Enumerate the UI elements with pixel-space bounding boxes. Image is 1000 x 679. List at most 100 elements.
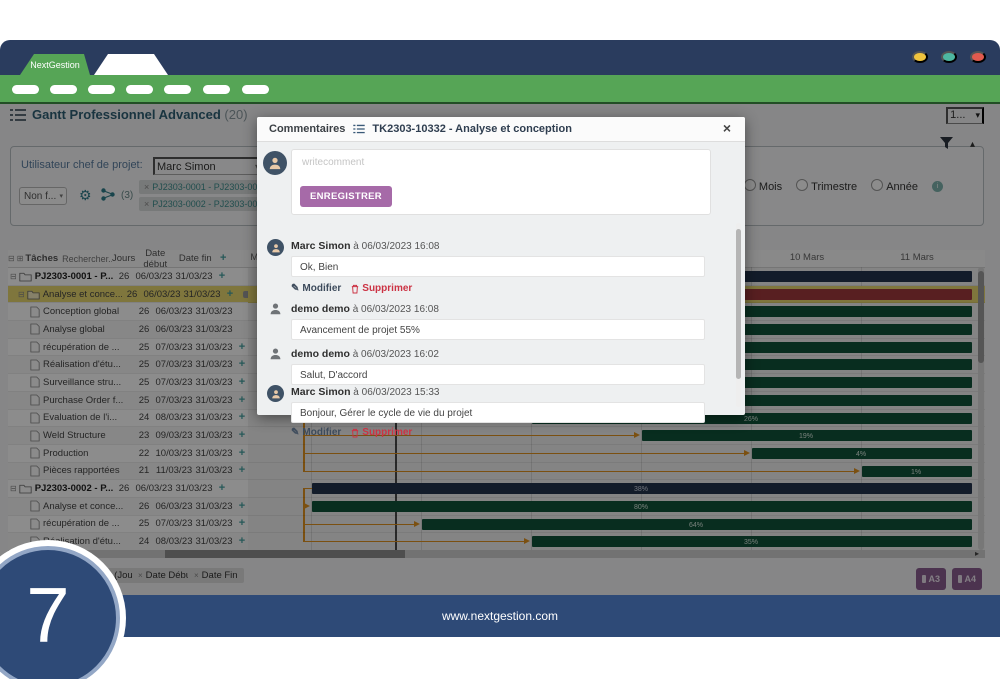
column-chip[interactable]: × Date Début <box>132 568 200 583</box>
table-row[interactable]: Pièces rapportées 21 11/03/23 31/03/23 + <box>8 462 264 481</box>
project-tag[interactable]: × PJ2303-0001 - PJ2303-0001 <box>139 180 273 194</box>
comment-input[interactable] <box>300 156 684 169</box>
collapse-icon[interactable]: ⊟ <box>18 289 25 299</box>
add-subtask-icon[interactable]: + <box>238 340 246 353</box>
add-subtask-icon[interactable]: + <box>238 429 246 442</box>
toolbar-pill-button[interactable] <box>242 85 269 94</box>
delete-comment-button[interactable]: Supprimer <box>351 283 412 294</box>
expand-all-icon[interactable]: ⊞ <box>16 254 24 263</box>
toolbar-pill-button[interactable] <box>164 85 191 94</box>
task-search-input[interactable] <box>62 253 112 264</box>
table-row[interactable]: Réalisation d'étu... 25 07/03/23 31/03/23 … <box>8 356 264 375</box>
gantt-bar-task[interactable]: 64% <box>422 518 972 530</box>
toolbar-pill-button[interactable] <box>50 85 77 94</box>
col-tasks: Tâches <box>25 253 59 264</box>
add-task-icon[interactable]: + <box>220 252 227 264</box>
scrollbar-thumb[interactable] <box>736 229 741 379</box>
gantt-bar-task[interactable]: 19% <box>642 430 972 442</box>
add-subtask-icon[interactable]: + <box>238 358 246 371</box>
close-icon[interactable]: × <box>717 119 737 137</box>
gantt-vertical-scrollbar[interactable] <box>978 267 984 550</box>
add-subtask-icon[interactable]: + <box>238 411 246 424</box>
add-subtask-icon[interactable]: + <box>238 375 246 388</box>
gantt-bar-project[interactable]: 38% <box>312 483 972 495</box>
add-subtask-icon[interactable]: + <box>238 464 246 477</box>
add-subtask-icon[interactable]: + <box>238 499 246 512</box>
collapse-all-icon[interactable]: ⊟ <box>8 254 15 263</box>
remove-chip-icon[interactable]: × <box>138 571 143 580</box>
horizontal-scrollbar[interactable] <box>8 550 985 558</box>
gantt-bar-task[interactable]: 4% <box>752 447 972 459</box>
add-subtask-icon[interactable]: + <box>238 517 246 530</box>
edit-comment-button[interactable]: ✎ Modifier <box>291 427 342 438</box>
gantt-bar-task[interactable]: 35% <box>532 536 972 548</box>
add-subtask-icon[interactable]: + <box>238 535 246 548</box>
collapse-icon[interactable]: ⊟ <box>10 271 17 281</box>
toolbar-pill-button[interactable] <box>12 85 39 94</box>
table-row[interactable]: récupération de ... 25 07/03/23 31/03/23 + <box>8 338 264 357</box>
add-subtask-icon[interactable]: + <box>218 482 226 495</box>
dependency-arrowhead <box>854 467 863 474</box>
brand-tab[interactable]: NextGestion <box>20 54 90 75</box>
radio-annee[interactable]: Année <box>871 179 918 193</box>
table-row[interactable]: Weld Structure 23 09/03/23 31/03/23 + <box>8 427 264 445</box>
print-a4-button[interactable]: A4 <box>952 568 982 590</box>
pager-dropdown[interactable]: 1... ▾ <box>946 107 984 124</box>
print-a3-button[interactable]: A3 <box>916 568 946 590</box>
table-row[interactable]: Production 22 10/03/23 31/03/23 + <box>8 444 264 463</box>
secondary-tab[interactable] <box>94 54 168 75</box>
table-row-selected[interactable]: ⊟ Analyse et conce... 26 06/03/23 31/03/23 … <box>8 285 252 304</box>
add-subtask-icon[interactable]: + <box>218 269 226 282</box>
comment-composer: ENREGISTRER <box>291 149 711 215</box>
remove-tag-icon[interactable]: × <box>144 199 150 209</box>
dependency-stub <box>303 488 312 490</box>
comment-text: Ok, Bien <box>291 256 705 277</box>
table-row[interactable]: ⊟ PJ2303-0001 - P... 26 06/03/23 31/03/23 + <box>8 268 248 286</box>
toolbar-pill-button[interactable] <box>203 85 230 94</box>
gear-icon[interactable]: ⚙ <box>79 187 92 203</box>
close-window-button[interactable] <box>970 51 986 63</box>
filter-funnel-icon[interactable] <box>940 137 953 149</box>
filter-mode-select[interactable]: Non f... ▾ <box>19 187 67 205</box>
gantt-bar-task[interactable]: 26% <box>532 412 972 424</box>
remove-tag-icon[interactable]: × <box>144 182 150 192</box>
table-row[interactable]: ⊟ PJ2303-0002 - P... 26 06/03/23 31/03/23 + <box>8 480 248 498</box>
table-row[interactable]: Analyse et conce... 26 06/03/23 31/03/23 + <box>8 497 264 516</box>
dependency-arrow <box>303 505 304 507</box>
table-row[interactable]: Conception global 26 06/03/23 31/03/23 <box>8 303 264 322</box>
toolbar-pill-button[interactable] <box>126 85 153 94</box>
radio-mois[interactable]: Mois <box>743 179 782 193</box>
table-row[interactable]: Purchase Order f... 25 07/03/23 31/03/23 + <box>8 391 264 410</box>
gantt-bar-task[interactable]: 1% <box>862 465 972 477</box>
panel-collapse-icon[interactable]: ▴ <box>969 139 975 150</box>
scrollbar-thumb[interactable] <box>165 550 405 558</box>
hierarchy-icon[interactable] <box>101 188 115 201</box>
save-comment-button[interactable]: ENREGISTRER <box>300 186 392 207</box>
modal-scrollbar[interactable] <box>736 223 741 407</box>
modal-header: Commentaires TK2303-10332 - Analyse et c… <box>257 117 745 142</box>
maximize-button[interactable] <box>941 51 957 63</box>
comment-text: Bonjour, Gérer le cycle de vie du projet <box>291 402 705 423</box>
toolbar-pill-button[interactable] <box>88 85 115 94</box>
delete-comment-button[interactable]: Supprimer <box>351 427 412 438</box>
scroll-left-icon[interactable]: ◂ <box>10 549 15 558</box>
column-chip[interactable]: × Date Fin <box>188 568 244 583</box>
table-row[interactable]: récupération de ... 25 07/03/23 31/03/23 + <box>8 515 264 534</box>
add-subtask-icon[interactable]: + <box>238 446 246 459</box>
collapse-icon[interactable]: ⊟ <box>10 484 17 494</box>
avatar <box>269 347 282 360</box>
remove-chip-icon[interactable]: × <box>194 571 199 580</box>
scrollbar-thumb[interactable] <box>978 271 984 363</box>
radio-trimestre[interactable]: Trimestre <box>796 179 857 193</box>
edit-comment-button[interactable]: ✎ Modifier <box>291 283 342 294</box>
table-row[interactable]: Evaluation de l'i... 24 08/03/23 31/03/23 … <box>8 409 264 428</box>
table-row[interactable]: Analyse global 26 06/03/23 31/03/23 <box>8 321 264 339</box>
add-subtask-icon[interactable]: + <box>226 287 234 300</box>
project-tag[interactable]: × PJ2303-0002 - PJ2303-0002 <box>139 197 273 211</box>
scroll-right-icon[interactable]: ▸ <box>975 549 980 558</box>
minimize-button[interactable] <box>912 51 928 63</box>
table-row[interactable]: Surveillance stru... 25 07/03/23 31/03/23 … <box>8 374 264 392</box>
gantt-bar-task[interactable]: 80% <box>312 500 972 512</box>
add-subtask-icon[interactable]: + <box>238 393 246 406</box>
comment-icon[interactable] <box>242 290 252 298</box>
